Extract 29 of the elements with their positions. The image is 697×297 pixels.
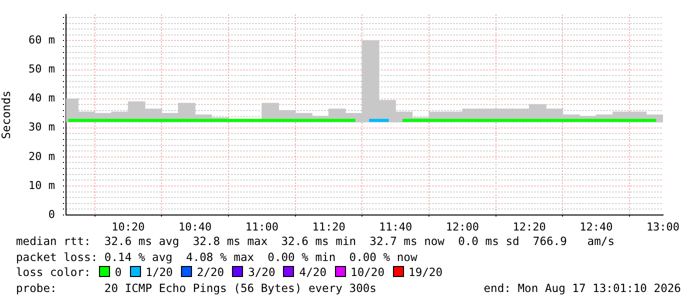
x-tick-label: 10:20 xyxy=(112,220,145,234)
y-tick-label: 40 m xyxy=(28,92,56,105)
x-tick-label: 13:00 xyxy=(646,220,680,234)
y-tick-label: 10 m xyxy=(28,178,56,192)
y-tick-label: 20 m xyxy=(28,150,56,163)
legend-title: loss color: xyxy=(16,266,91,279)
x-tick-label: 11:20 xyxy=(312,220,346,234)
legend-label: 19/20 xyxy=(408,266,443,279)
y-tick-label: 60 m xyxy=(28,34,56,47)
x-tick-label: 10:40 xyxy=(178,220,212,234)
text: median rtt: 32.6 ms avg 32.8 ms max 32.6 ms min 32.7 ms now 0.0 ms sd 766.9 am/s xyxy=(16,234,616,250)
y-tick-label: 50 m xyxy=(28,62,56,76)
y-axis-title: Seconds xyxy=(0,90,13,140)
x-tick-label: 12:40 xyxy=(580,220,613,234)
x-tick-label: 11:00 xyxy=(245,220,278,234)
legend-label: 10/20 xyxy=(350,266,385,279)
x-tick-label: 11:40 xyxy=(379,220,412,234)
legend-label: 0 xyxy=(114,266,122,279)
x-tick-label: 12:00 xyxy=(446,220,480,234)
legend-label: 3/20 xyxy=(248,266,276,279)
x-tick-label: 12:20 xyxy=(512,220,546,234)
text: end: Mon Aug 17 13:01:10 2026 xyxy=(484,280,681,296)
legend-label: 1/20 xyxy=(146,266,173,279)
y-tick-label: 30 m xyxy=(28,120,56,134)
legend-label: 4/20 xyxy=(299,266,327,279)
legend-label: 2/20 xyxy=(196,266,224,279)
text: packet loss: 0.14 % avg 4.08 % max 0.00 % min 0.00 % now xyxy=(16,250,418,265)
y-tick-label: 0 xyxy=(48,208,55,221)
text: probe: 20 ICMP Echo Pings (56 Bytes) every 300s xyxy=(16,282,376,294)
